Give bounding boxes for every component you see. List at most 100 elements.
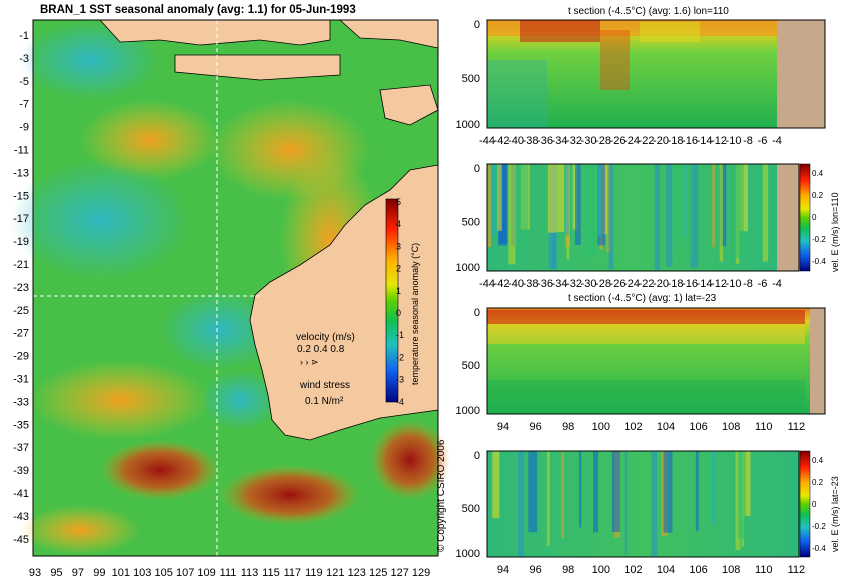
vel-stripe <box>574 164 581 245</box>
map-colorbar-tick-label: 0 <box>396 308 401 318</box>
map-x-tick-label: 101 <box>112 567 130 579</box>
panel-t-section-lat: t section (-4..5°C) (avg: 1) lat=-23 0 50… <box>456 293 826 433</box>
map-y-tick-label: -29 <box>13 351 29 363</box>
map-x-tick-label: 121 <box>326 567 344 579</box>
map-y-tick-label: -15 <box>13 190 29 202</box>
panel-x-tick-label: -42 <box>494 135 510 147</box>
panel-x-tick-label: -28 <box>595 135 611 147</box>
panel-x-tick-label: -8 <box>743 278 753 290</box>
panel-y-tick-label: 1000 <box>456 548 480 560</box>
panel-x-tick-label: -16 <box>682 135 698 147</box>
velocity-legend-values: 0.2 0.4 0.8 <box>297 344 345 355</box>
panel-colorbar-tick-label: 0.2 <box>812 478 824 487</box>
panel-x-tick-label: 104 <box>657 564 675 576</box>
vel-stripe <box>584 164 592 258</box>
map-x-tick-label: 93 <box>29 567 41 579</box>
panel-colorbar-tick-label: -0.4 <box>812 544 826 553</box>
vel-stripe <box>518 451 524 557</box>
map-y-tick-label: -11 <box>14 145 29 157</box>
panel-colorbar-tick-label: 0.4 <box>812 169 824 178</box>
panel-x-tick-label: 110 <box>755 421 773 433</box>
panel-x-tick-label: -36 <box>537 135 553 147</box>
panel-y-tick-label: 500 <box>462 503 480 515</box>
velocity-legend: velocity (m/s) 0.2 0.4 0.8 › › ⋗ <box>296 332 355 367</box>
panel-x-tick-label: -26 <box>610 135 626 147</box>
panel-x-tick-label: 100 <box>592 421 610 433</box>
map-x-tick-label: 107 <box>176 567 194 579</box>
map-y-tick-labels: -1 -3 -5 -7 -9 -11 -13 -15 -17 -19 -21 -23 -25 -27 -29… <box>13 30 29 546</box>
panel-y-tick-label: 0 <box>474 450 480 462</box>
panel-x-tick-label: 108 <box>722 421 740 433</box>
panel-x-tick-label: -42 <box>494 278 510 290</box>
map-y-tick-label: -7 <box>19 99 29 111</box>
map-y-tick-label: -19 <box>13 236 29 248</box>
wind-legend: wind stress 0.1 N/m² <box>299 380 350 407</box>
panel-y-tick-label: 0 <box>474 19 480 31</box>
panel-x-tick-label: -12 <box>711 135 727 147</box>
map-y-tick-label: -31 <box>13 374 29 386</box>
panel-x-tick-label: -40 <box>508 278 524 290</box>
panel-t-section-lon: t section (-4..5°C) (avg: 1.6) lon=110 0… <box>456 6 826 147</box>
vel-stripe <box>736 164 744 259</box>
panel-x-tick-label: 112 <box>788 564 806 576</box>
map-y-tick-label: -39 <box>13 465 29 477</box>
vel-stripe <box>492 451 500 519</box>
panel-x-tick-label: 106 <box>689 564 707 576</box>
panel-x-tick-label: 102 <box>624 421 642 433</box>
panel-x-tick-label: 98 <box>562 421 574 433</box>
panel-x-tick-label: -10 <box>726 135 742 147</box>
panel-x-tick-label: 100 <box>592 564 610 576</box>
map-x-tick-label: 95 <box>50 567 62 579</box>
vel-stripes-lon <box>487 164 769 270</box>
map-y-tick-label: -35 <box>13 419 29 431</box>
vel-stripe <box>578 451 582 528</box>
panel-x-tick-label: -4 <box>772 278 782 290</box>
panel-x-tick-label: 108 <box>722 564 740 576</box>
panel-x-tick-label: -14 <box>697 278 713 290</box>
map-y-tick-label: -45 <box>13 534 29 546</box>
wind-legend-value: 0.1 N/m² <box>305 396 344 407</box>
map-x-tick-label: 109 <box>197 567 215 579</box>
map-colorbar-ticks: 5 4 3 2 1 0 -1 -2 -3 -4 <box>396 197 404 407</box>
vel-stripe <box>564 164 569 236</box>
vel-stripe <box>519 164 529 253</box>
map-y-tick-label: -27 <box>13 328 29 340</box>
vel-stripe <box>586 451 589 545</box>
vel-stripe <box>561 451 564 539</box>
panel-x-tick-label: -16 <box>682 278 698 290</box>
vel-stripe <box>556 164 565 232</box>
panel-x-tick-label: 96 <box>529 421 541 433</box>
panel-x-tick-label: -34 <box>552 278 568 290</box>
vel-stripe <box>687 164 693 258</box>
panel-colorbar-tick-label: 0 <box>812 500 817 509</box>
velocity-legend-arrows: › › ⋗ <box>300 357 319 367</box>
map-colorbar-label: temperature seasonal anomaly (°C) <box>410 243 420 385</box>
map-colorbar-tick-label: 2 <box>396 264 401 274</box>
map-y-tick-label: -25 <box>13 305 29 317</box>
panel-x-tick-label: -18 <box>668 135 684 147</box>
panel-x-tick-label: -22 <box>639 278 655 290</box>
panel-x-tick-label: 94 <box>497 421 509 433</box>
map-colorbar-tick-label: 4 <box>396 219 401 229</box>
vel-stripe <box>735 451 741 551</box>
vel-stripe <box>762 164 769 262</box>
vel-stripe <box>608 164 614 270</box>
panel-x-tick-label: -38 <box>523 135 539 147</box>
panel-colorbar-label: vel. E (m/s) lon=110 <box>830 192 840 272</box>
map-x-tick-label: 105 <box>155 567 173 579</box>
vel-stripe <box>593 451 599 533</box>
panel-x-tick-label: 112 <box>788 421 806 433</box>
panel-y-tick-label: 1000 <box>456 262 480 274</box>
map-colorbar-tick-label: -2 <box>396 352 404 362</box>
map-colorbar-tick-label: -1 <box>396 330 404 340</box>
vel-stripe <box>690 164 699 268</box>
map-x-tick-label: 119 <box>305 567 323 579</box>
vel-stripe <box>498 164 507 246</box>
vel-stripe <box>572 164 577 230</box>
map-y-tick-label: -9 <box>19 122 29 134</box>
panel-y-tick-label: 0 <box>474 307 480 319</box>
vel-stripe <box>491 164 496 236</box>
panel-x-tick-label: 104 <box>657 421 675 433</box>
panel-x-tick-label: -22 <box>639 135 655 147</box>
panel-x-tick-label: -28 <box>595 278 611 290</box>
